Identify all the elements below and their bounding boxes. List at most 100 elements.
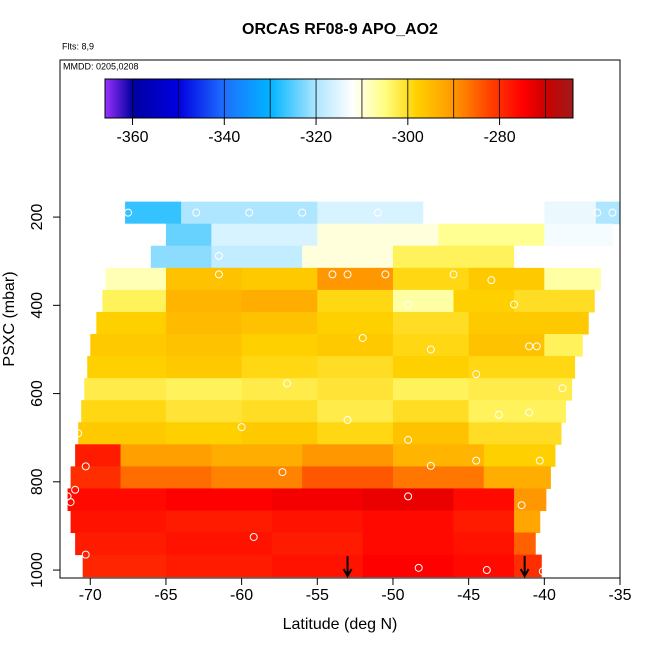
sample-point xyxy=(63,546,72,555)
sample-point xyxy=(538,567,547,576)
cell xyxy=(120,223,167,247)
cell xyxy=(271,554,364,578)
cell xyxy=(302,444,394,467)
cell xyxy=(165,510,273,534)
colorbar-tick-label: -280 xyxy=(484,129,516,146)
sample-point xyxy=(278,468,287,477)
sample-point xyxy=(472,370,481,379)
cell xyxy=(392,444,485,467)
cell xyxy=(241,356,318,379)
cell xyxy=(423,201,545,225)
cell xyxy=(165,223,212,247)
cell xyxy=(317,356,394,379)
colorbar-tick-label: -360 xyxy=(117,129,149,146)
cell xyxy=(317,311,394,335)
cell xyxy=(438,223,545,247)
sample-point xyxy=(449,270,458,279)
cell xyxy=(317,378,394,401)
x-tick-label: -70 xyxy=(79,587,102,604)
cell xyxy=(514,532,536,556)
x-tick-label: -40 xyxy=(533,587,556,604)
sample-point xyxy=(81,332,90,341)
cell xyxy=(317,422,394,445)
sample-point xyxy=(192,208,201,217)
cell xyxy=(392,400,470,423)
cell xyxy=(165,400,243,423)
sample-point xyxy=(525,342,534,351)
cell xyxy=(317,223,439,247)
sample-point xyxy=(525,408,534,417)
cell xyxy=(165,554,273,578)
cell xyxy=(211,444,303,467)
cell xyxy=(165,356,243,379)
cell xyxy=(165,378,243,401)
cell xyxy=(392,356,470,379)
sample-point xyxy=(214,270,223,279)
cell xyxy=(544,267,601,291)
cell xyxy=(453,289,515,313)
sample-point xyxy=(487,276,496,285)
cell xyxy=(211,466,303,489)
dates-note: MMDD: 0205,0208 xyxy=(63,61,139,71)
sample-point xyxy=(74,429,83,438)
cell xyxy=(317,267,394,291)
cell xyxy=(67,488,167,511)
cell xyxy=(70,510,167,534)
colorbar xyxy=(104,78,574,119)
cell xyxy=(453,488,515,511)
cell xyxy=(392,289,455,313)
cell xyxy=(392,378,470,401)
sample-point xyxy=(558,384,567,393)
cell xyxy=(453,510,515,534)
x-tick-label: -50 xyxy=(381,587,404,604)
cell xyxy=(468,400,567,423)
sample-point xyxy=(124,208,133,217)
sample-point xyxy=(249,532,258,541)
sample-point xyxy=(414,563,423,572)
cell xyxy=(241,400,318,423)
cell xyxy=(514,554,542,578)
sample-point xyxy=(426,461,435,470)
x-tick-label: -65 xyxy=(154,587,177,604)
cell xyxy=(595,201,621,225)
cell xyxy=(241,267,318,291)
cell xyxy=(302,466,394,489)
cell xyxy=(211,245,303,269)
sample-point xyxy=(494,410,503,419)
cell xyxy=(453,554,515,578)
cell xyxy=(241,334,318,357)
cell xyxy=(181,201,318,225)
sample-point xyxy=(482,566,491,575)
sample-point xyxy=(404,300,413,309)
cell xyxy=(392,466,485,489)
sample-point xyxy=(214,251,223,260)
cell xyxy=(96,311,167,335)
cell xyxy=(90,334,167,357)
cell xyxy=(468,422,562,445)
cell xyxy=(241,422,318,445)
cell xyxy=(453,532,515,556)
flights-note: Flts: 8,9 xyxy=(62,41,94,51)
sample-point xyxy=(66,498,75,507)
sample-point xyxy=(71,485,80,494)
cell xyxy=(241,378,318,401)
cell xyxy=(514,289,595,313)
cell xyxy=(468,311,589,335)
cell xyxy=(317,289,394,313)
cell xyxy=(271,532,364,556)
cell xyxy=(116,245,152,269)
cell xyxy=(165,422,243,445)
cell xyxy=(317,334,394,357)
cell xyxy=(392,245,515,269)
cell xyxy=(125,201,182,225)
cell xyxy=(78,422,167,445)
cell xyxy=(165,488,273,511)
y-tick-label: 200 xyxy=(29,204,46,231)
cell xyxy=(102,289,167,313)
sample-point xyxy=(472,456,481,465)
x-tick-label: -35 xyxy=(608,587,631,604)
arrow xyxy=(519,556,530,579)
cell xyxy=(317,201,424,225)
x-axis-label: Latitude (deg N) xyxy=(283,616,398,633)
cell xyxy=(271,488,364,511)
